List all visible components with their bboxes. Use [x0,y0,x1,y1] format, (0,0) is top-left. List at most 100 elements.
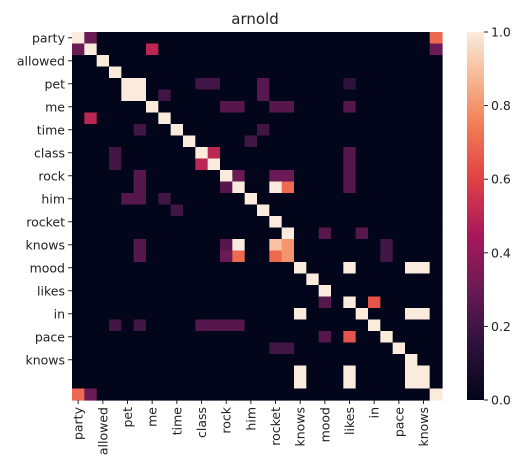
heatmap-cell [72,204,85,217]
heatmap-cell [183,250,196,263]
heatmap-cell [133,377,147,390]
heatmap-cell [368,227,381,240]
heatmap-cell [121,66,135,79]
heatmap-cell [417,319,431,332]
heatmap-cell [232,308,246,321]
heatmap-cell [306,308,320,321]
heatmap-cell [281,388,295,401]
heatmap-cell [368,158,381,171]
y-tick-label: pet [44,76,65,91]
heatmap-cell [417,227,431,240]
heatmap-cell [96,181,110,194]
heatmap-cell [183,170,196,183]
heatmap-cell [207,147,221,160]
colorbar-tick-label: 0.8 [491,98,511,113]
heatmap-cell [405,273,418,286]
heatmap-cell [109,227,122,240]
heatmap-cell [109,112,122,125]
heatmap-cell [294,388,307,401]
heatmap-cell [281,181,295,194]
heatmap-cell [121,377,135,390]
heatmap-cell [343,193,357,206]
heatmap-cell [232,388,246,401]
heatmap-cell [146,388,159,401]
heatmap-cell [109,124,122,137]
heatmap-cell [84,124,98,137]
heatmap-cell [72,308,85,321]
heatmap-cell [84,250,98,263]
heatmap-cell [380,285,394,298]
heatmap-cell [96,239,110,252]
heatmap-cell [158,239,172,252]
y-tick-label: allowed [17,53,65,68]
heatmap-cell [281,319,295,332]
heatmap-cell [183,308,196,321]
heatmap-cell [355,331,369,344]
heatmap-cell [183,112,196,125]
heatmap-cell [318,78,332,91]
heatmap-cell [306,285,320,298]
heatmap-cell [355,365,369,378]
heatmap-cell [96,204,110,217]
heatmap-cell [269,32,283,45]
heatmap-cell [380,273,394,286]
y-tick-label: in [54,306,65,321]
heatmap-cell [429,181,443,194]
heatmap-cell [380,89,394,102]
heatmap-cell [232,32,246,45]
heatmap-cell [244,43,258,56]
heatmap-cell [380,135,394,148]
heatmap-cell [417,147,431,160]
heatmap-cell [306,239,320,252]
heatmap-cell [429,170,443,183]
heatmap-cell [84,319,98,332]
heatmap-cell [380,262,394,275]
heatmap-cell [195,250,209,263]
heatmap-cell [133,319,147,332]
heatmap-cell [232,43,246,56]
heatmap-cell [195,319,209,332]
heatmap-cell [244,101,258,114]
heatmap-cell [158,273,172,286]
heatmap-cell [429,193,443,206]
heatmap-cell [207,262,221,275]
heatmap-cell [368,101,381,114]
heatmap-cell [392,112,406,125]
x-tick-label: party [71,406,86,440]
heatmap-cell [380,216,394,229]
heatmap-cell [195,89,209,102]
heatmap-cell [331,331,344,344]
heatmap-cell [269,331,283,344]
heatmap-cell [294,66,307,79]
heatmap-cell [355,273,369,286]
heatmap-cell [355,135,369,148]
heatmap-cell [170,250,184,263]
heatmap-cell [355,262,369,275]
heatmap-cell [72,285,85,298]
heatmap-cell [72,170,85,183]
heatmap-cell [195,66,209,79]
heatmap-cell [281,43,295,56]
heatmap-cell [232,181,246,194]
heatmap-cell [355,78,369,91]
heatmap-cell [207,388,221,401]
heatmap-cell [306,135,320,148]
heatmap-cell [244,204,258,217]
heatmap-cell [392,55,406,68]
heatmap-cell [392,158,406,171]
heatmap-cell [72,250,85,263]
heatmap-cell [417,55,431,68]
heatmap-cell [318,296,332,309]
heatmap-cell [244,331,258,344]
heatmap-cell [146,331,159,344]
heatmap-cell [257,388,270,401]
heatmap-cell [207,181,221,194]
heatmap-cell [294,89,307,102]
heatmap-cell [195,170,209,183]
heatmap-cell [84,32,98,45]
heatmap-cell [195,273,209,286]
heatmap-cell [269,388,283,401]
heatmap-cell [146,193,159,206]
heatmap-cell [220,43,233,56]
heatmap-cell [368,135,381,148]
